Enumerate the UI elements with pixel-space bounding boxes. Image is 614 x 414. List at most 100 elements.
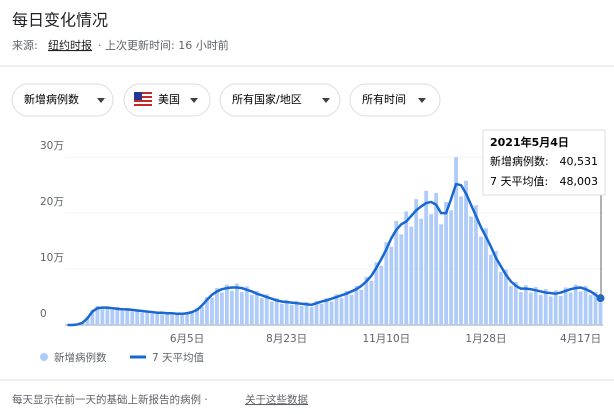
bar bbox=[389, 246, 394, 325]
tooltip-box bbox=[482, 129, 606, 196]
tooltip-label: 7 天平均值: bbox=[490, 175, 548, 188]
filter-chip[interactable]: 所有时间 bbox=[349, 83, 441, 117]
bar bbox=[573, 284, 578, 325]
bar bbox=[459, 196, 463, 325]
bar bbox=[454, 157, 458, 325]
bar bbox=[309, 307, 314, 325]
source-link[interactable]: 纽约时报 bbox=[48, 38, 92, 52]
y-tick-label: 20万 bbox=[40, 196, 64, 208]
bar bbox=[100, 309, 105, 325]
footer-note: 每天显示在前一天的基础上新报告的病例 · bbox=[12, 393, 208, 406]
filter-chip[interactable]: 美国 bbox=[123, 83, 211, 117]
bar bbox=[115, 307, 120, 325]
bar bbox=[344, 290, 349, 325]
bar bbox=[469, 216, 473, 325]
bar bbox=[548, 296, 553, 325]
bar bbox=[269, 301, 274, 325]
flag-icon bbox=[134, 92, 152, 106]
bar bbox=[264, 294, 269, 325]
bar bbox=[120, 311, 125, 325]
bar bbox=[364, 276, 369, 325]
bar bbox=[568, 292, 573, 325]
bar bbox=[598, 302, 603, 325]
tooltip-value: 40,531 bbox=[560, 155, 599, 168]
bar bbox=[479, 236, 483, 325]
bar bbox=[553, 290, 558, 325]
bar bbox=[533, 286, 538, 325]
bar bbox=[244, 286, 249, 325]
bar bbox=[414, 199, 419, 325]
legend-label: 7 天平均值 bbox=[152, 351, 205, 364]
bar bbox=[384, 242, 389, 325]
source-label: 来源: bbox=[12, 38, 38, 52]
bar bbox=[210, 297, 214, 325]
bar bbox=[379, 265, 384, 325]
bar bbox=[229, 290, 234, 325]
bar bbox=[254, 290, 259, 325]
bar bbox=[563, 287, 568, 325]
bar bbox=[239, 291, 244, 325]
bar bbox=[125, 308, 130, 325]
updated: · 上次更新时间: 16 小时前 bbox=[98, 38, 229, 52]
bar bbox=[145, 310, 150, 325]
bar bbox=[449, 210, 453, 325]
bar bbox=[110, 309, 115, 325]
bar bbox=[404, 211, 409, 325]
bar bbox=[155, 311, 160, 325]
tooltip-label: 新增病例数: bbox=[490, 154, 549, 168]
tooltip: 2021年5月4日 新增病例数: 40,531 7 天平均值: 48,003 bbox=[482, 129, 606, 300]
bar bbox=[329, 301, 334, 325]
bar bbox=[354, 285, 359, 325]
bar bbox=[538, 294, 543, 325]
bar bbox=[215, 288, 219, 325]
filter-label: 新增病例数 bbox=[24, 92, 79, 106]
bar bbox=[314, 300, 319, 325]
bar bbox=[274, 298, 279, 325]
bar bbox=[583, 285, 588, 325]
bar bbox=[85, 316, 90, 325]
filter-chip[interactable]: 所有国家/地区 bbox=[219, 83, 341, 117]
bar bbox=[175, 312, 179, 325]
legend-swatch bbox=[40, 353, 48, 361]
filter-label: 美国 bbox=[158, 93, 180, 106]
bar bbox=[424, 190, 429, 325]
bar bbox=[165, 312, 170, 325]
bar bbox=[95, 305, 100, 325]
bar bbox=[190, 313, 194, 325]
bar bbox=[135, 309, 140, 325]
bar bbox=[185, 312, 189, 325]
title: 每日变化情况 bbox=[12, 11, 108, 30]
bar bbox=[339, 298, 344, 325]
bar bbox=[259, 298, 264, 325]
y-tick-label: 0 bbox=[40, 308, 47, 320]
bar bbox=[434, 192, 439, 325]
footer-link[interactable]: 关于这些数据 bbox=[245, 393, 308, 406]
bar bbox=[349, 294, 354, 325]
x-tick-label: 1月28日 bbox=[465, 333, 506, 345]
bar bbox=[498, 271, 503, 325]
bar bbox=[130, 311, 135, 325]
bar bbox=[220, 292, 224, 325]
bar bbox=[374, 262, 379, 325]
bar bbox=[588, 294, 593, 325]
bar bbox=[140, 312, 145, 325]
filter-chip[interactable]: 新增病例数 bbox=[11, 83, 114, 117]
bar bbox=[464, 180, 468, 325]
bar bbox=[439, 224, 443, 325]
bar bbox=[513, 281, 518, 325]
bar bbox=[474, 205, 478, 325]
bar bbox=[299, 305, 304, 325]
bar bbox=[593, 291, 598, 325]
x-tick-label: 4月17日 bbox=[560, 333, 601, 345]
bar bbox=[528, 292, 533, 325]
bar bbox=[90, 309, 95, 325]
bar bbox=[508, 285, 513, 325]
bar bbox=[334, 294, 339, 325]
bar bbox=[324, 298, 329, 325]
bar bbox=[170, 314, 174, 325]
bar bbox=[319, 303, 324, 325]
bar bbox=[359, 289, 364, 325]
bar bbox=[294, 300, 299, 325]
